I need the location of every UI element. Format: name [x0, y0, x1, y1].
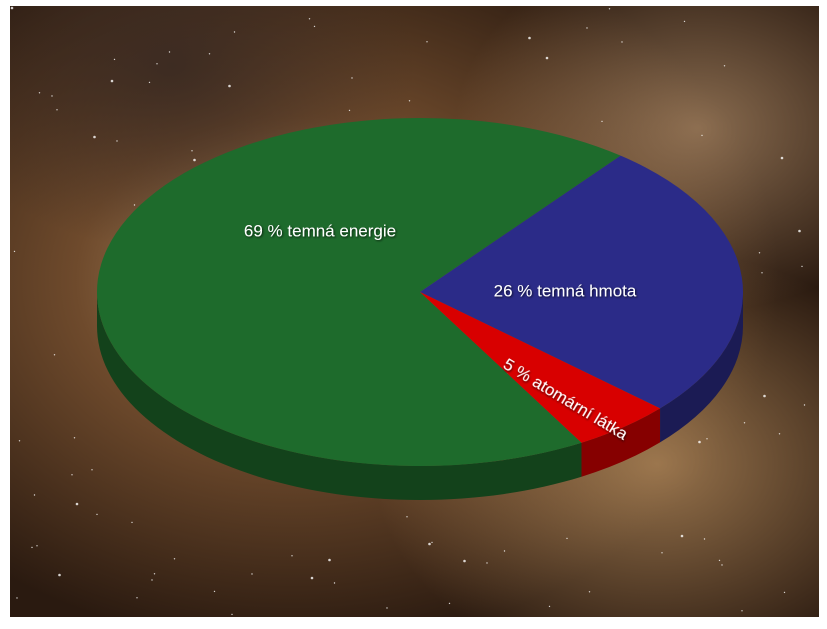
- star: [406, 516, 408, 518]
- star: [193, 158, 196, 162]
- star: [96, 513, 98, 516]
- star: [801, 265, 803, 268]
- data-label: 26 % temná hmota: [494, 281, 637, 300]
- star: [310, 576, 314, 580]
- slice-side: [97, 292, 582, 500]
- star: [208, 53, 211, 55]
- star: [661, 552, 663, 554]
- star: [131, 521, 133, 524]
- star: [251, 573, 253, 575]
- star: [16, 597, 18, 599]
- star: [608, 8, 611, 10]
- star: [93, 135, 96, 139]
- star: [75, 502, 79, 506]
- star: [778, 433, 781, 435]
- star: [548, 605, 551, 608]
- star: [56, 109, 58, 111]
- star: [763, 394, 766, 398]
- star: [308, 18, 311, 20]
- star: [71, 474, 73, 476]
- star: [228, 84, 231, 88]
- star: [706, 438, 708, 440]
- star: [10, 6, 14, 10]
- star: [588, 591, 591, 593]
- slice: [97, 118, 621, 466]
- star: [291, 555, 293, 557]
- star: [113, 58, 116, 61]
- star: [110, 79, 114, 83]
- star: [783, 591, 786, 594]
- slice-side: [660, 292, 743, 443]
- star: [333, 582, 336, 584]
- slice: [420, 292, 661, 443]
- star: [683, 20, 686, 23]
- star: [586, 27, 588, 29]
- star: [698, 440, 701, 444]
- star: [18, 440, 21, 442]
- star: [545, 56, 549, 60]
- star: [136, 597, 138, 599]
- star: [313, 25, 316, 28]
- star: [428, 542, 431, 546]
- star: [53, 354, 56, 356]
- star: [148, 81, 151, 84]
- star: [761, 272, 763, 274]
- star: [426, 41, 428, 43]
- star: [58, 573, 61, 577]
- star: [33, 494, 36, 496]
- star: [351, 77, 353, 79]
- star: [723, 65, 726, 67]
- star: [431, 541, 433, 544]
- star: [780, 156, 784, 160]
- data-label: 69 % temná energie: [244, 221, 396, 240]
- star: [601, 120, 603, 123]
- star: [191, 150, 193, 152]
- star: [463, 559, 466, 563]
- star: [233, 31, 236, 33]
- star: [168, 51, 171, 53]
- star: [213, 590, 216, 593]
- star: [91, 469, 93, 471]
- star: [328, 558, 331, 562]
- star: [31, 546, 33, 549]
- star: [173, 558, 176, 560]
- star: [51, 95, 53, 97]
- star: [528, 36, 531, 40]
- star: [73, 437, 76, 439]
- star: [133, 204, 136, 206]
- slice: [420, 155, 743, 409]
- star: [741, 610, 743, 612]
- star: [386, 607, 388, 609]
- star: [503, 550, 506, 552]
- star: [743, 422, 746, 424]
- star: [680, 534, 684, 538]
- star: [486, 562, 488, 564]
- star: [38, 92, 41, 94]
- star: [798, 229, 801, 233]
- star: [408, 100, 411, 102]
- star: [36, 545, 38, 547]
- star: [231, 613, 233, 616]
- star: [703, 538, 706, 540]
- star: [448, 602, 451, 605]
- star: [153, 573, 156, 575]
- star: [701, 134, 703, 137]
- star: [566, 537, 568, 540]
- star: [348, 109, 351, 112]
- star: [758, 252, 761, 254]
- star: [156, 63, 158, 65]
- star: [721, 564, 723, 566]
- star: [621, 41, 623, 43]
- star: [13, 250, 16, 253]
- star: [803, 404, 806, 406]
- star: [151, 579, 153, 581]
- star: [116, 140, 118, 142]
- slice-side: [581, 408, 661, 477]
- star: [718, 559, 721, 562]
